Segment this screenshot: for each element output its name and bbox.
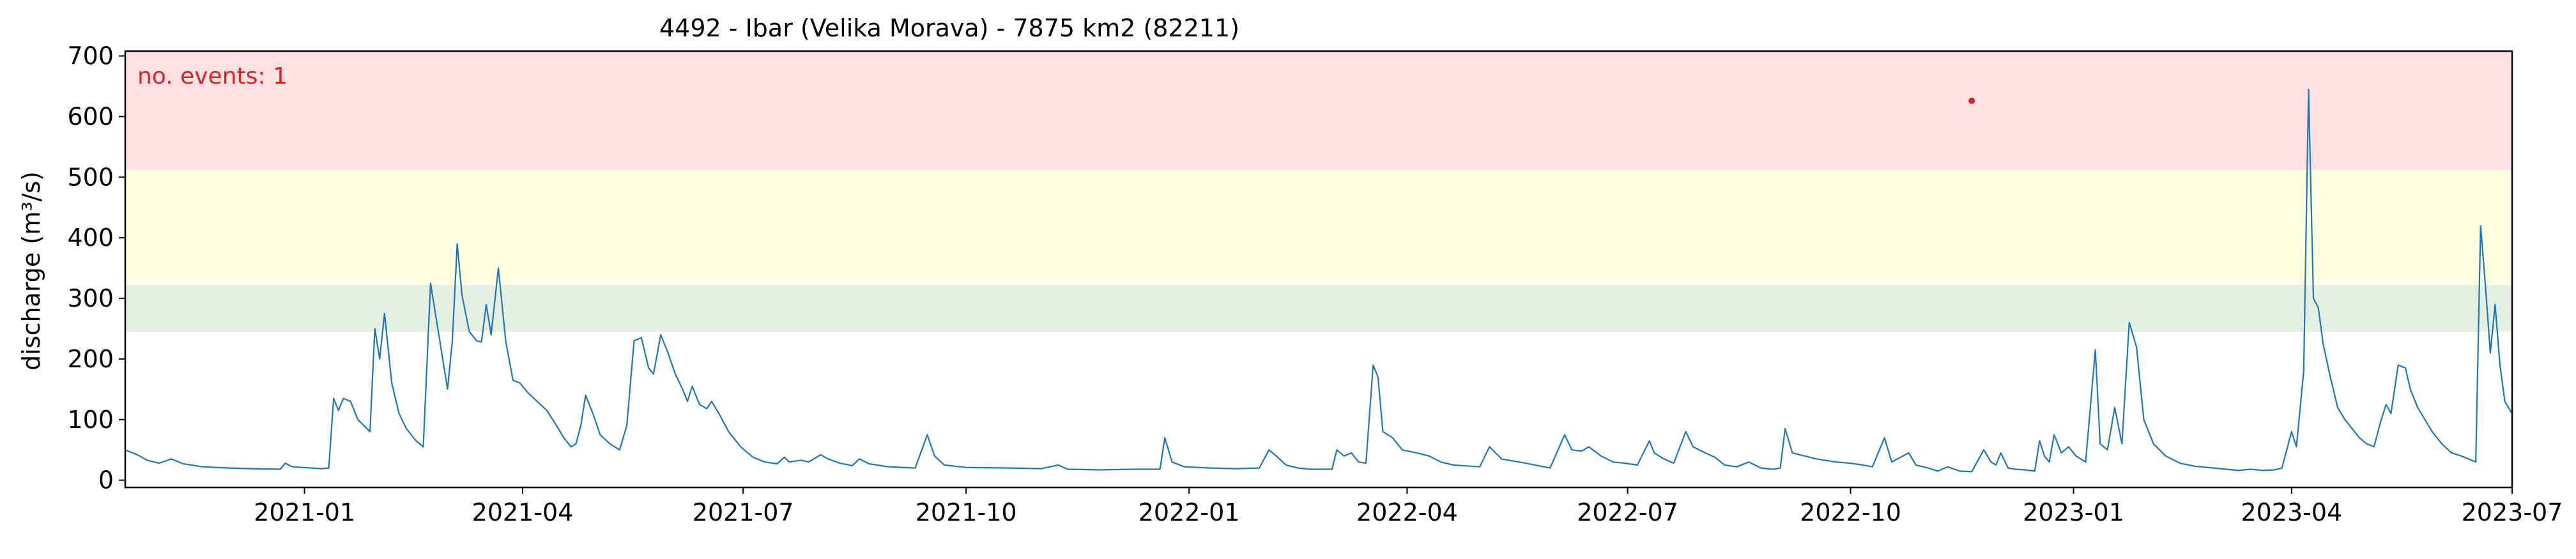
y-tick-label: 100 bbox=[67, 406, 114, 434]
series-layer bbox=[125, 88, 2513, 473]
chart-title: 4492 - Ibar (Velika Morava) - 7875 km2 (… bbox=[659, 14, 1239, 42]
x-tick-label: 2022-10 bbox=[1800, 498, 1901, 526]
event-points bbox=[1968, 97, 1975, 104]
x-tick-label: 2021-04 bbox=[472, 498, 574, 526]
event-point-0 bbox=[1968, 97, 1975, 104]
y-axis-label: discharge (m³/s) bbox=[17, 171, 45, 371]
x-tick-label: 2023-07 bbox=[2462, 498, 2563, 526]
x-tick-label: 2022-07 bbox=[1577, 498, 1678, 526]
x-tick-label: 2023-04 bbox=[2241, 498, 2342, 526]
y-tick-label: 0 bbox=[98, 466, 114, 494]
threshold-band-1 bbox=[125, 169, 2512, 286]
threshold-band-0 bbox=[125, 285, 2512, 332]
x-tick-label: 2021-01 bbox=[254, 498, 355, 526]
x-tick-label: 2023-01 bbox=[2023, 498, 2124, 526]
y-tick-label: 500 bbox=[67, 163, 114, 191]
series-line-0 bbox=[125, 88, 2513, 473]
threshold-band-2 bbox=[125, 51, 2512, 170]
y-tick-label: 600 bbox=[67, 102, 114, 130]
x-axis: 2021-01 2021-04 2021-07 2021-10 2022-01 2022-… bbox=[254, 487, 2563, 526]
y-tick-label: 300 bbox=[67, 284, 114, 312]
x-tick-label: 2022-01 bbox=[1138, 498, 1240, 526]
x-tick-label: 2021-10 bbox=[916, 498, 1017, 526]
y-tick-label: 700 bbox=[67, 42, 114, 70]
x-tick-label: 2022-04 bbox=[1356, 498, 1458, 526]
y-tick-label: 400 bbox=[67, 224, 114, 252]
y-tick-label: 200 bbox=[67, 345, 114, 373]
plot-frame bbox=[124, 50, 2513, 489]
y-axis: 0 100 200 300 400 500 600 700 bbox=[67, 42, 125, 494]
x-tick-label: 2021-07 bbox=[693, 498, 794, 526]
events-annotation: no. events: 1 bbox=[137, 63, 288, 89]
threshold-bands bbox=[125, 51, 2512, 332]
